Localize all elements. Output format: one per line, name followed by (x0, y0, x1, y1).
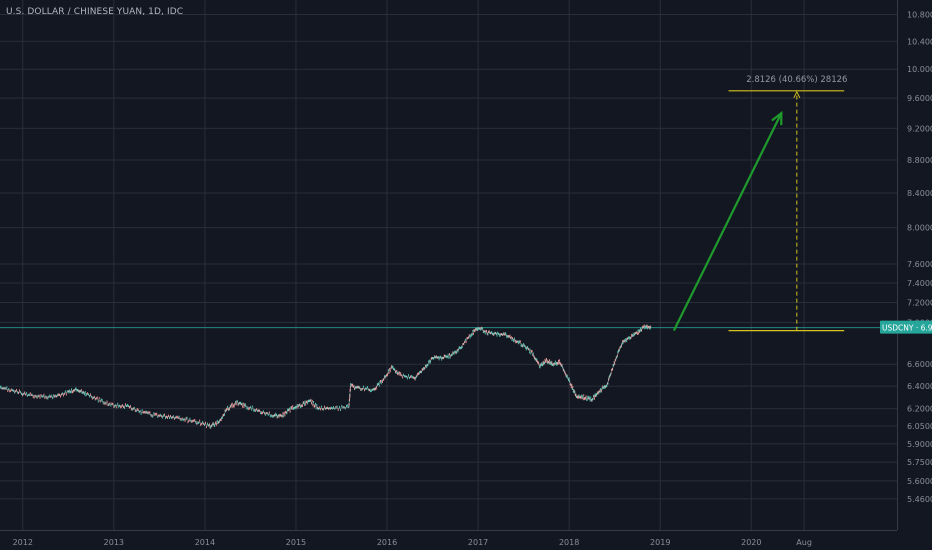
x-tick-label: 2012 (13, 538, 33, 547)
measure-label: 2.8126 (40.66%) 28126 (746, 75, 847, 85)
x-tick-label: 2019 (650, 538, 670, 547)
symbol-title: U.S. DOLLAR / CHINESE YUAN, 1D, IDC (6, 7, 184, 17)
x-tick-label: 2013 (104, 538, 124, 547)
y-tick-label: 7.6000 (907, 260, 932, 269)
y-tick-label: 5.4600 (907, 495, 932, 504)
y-tick-label: 6.0500 (907, 422, 932, 431)
measure-arrowhead-icon (793, 90, 801, 99)
y-tick-label: 9.2000 (907, 124, 932, 133)
x-tick-label: Aug (796, 538, 812, 547)
price-series-line (0, 326, 652, 427)
x-tick-label: 2015 (286, 538, 306, 547)
price-tag (880, 320, 932, 334)
y-tick-label: 8.8000 (907, 156, 932, 165)
y-tick-label: 6.6000 (907, 360, 932, 369)
y-tick-label: 7.2000 (907, 298, 932, 307)
y-tick-label: 10.8000 (907, 11, 932, 20)
y-tick-label: 7.4000 (907, 279, 932, 288)
y-tick-label: 10.0000 (907, 65, 932, 74)
y-tick-label: 8.4000 (907, 189, 932, 198)
x-tick-label: 2020 (741, 538, 761, 547)
y-tick-label: 6.2000 (907, 405, 932, 414)
y-tick-label: 9.6000 (907, 94, 932, 103)
y-tick-label: 5.9000 (907, 440, 932, 449)
x-tick-label: 2017 (468, 538, 488, 547)
y-tick-label: 5.6000 (907, 477, 932, 486)
price-tag-text: USDCNY · 6.9497 (882, 324, 932, 333)
x-tick-label: 2014 (195, 538, 215, 547)
y-tick-label: 8.0000 (907, 224, 932, 233)
trend-arrow-head-icon (771, 110, 783, 126)
y-tick-label: 5.7500 (907, 458, 932, 467)
x-tick-label: 2018 (559, 538, 579, 547)
x-tick-label: 2016 (377, 538, 397, 547)
trend-arrow-line[interactable] (672, 112, 783, 332)
y-tick-label: 6.4000 (907, 382, 932, 391)
y-tick-label: 10.4000 (907, 37, 932, 46)
